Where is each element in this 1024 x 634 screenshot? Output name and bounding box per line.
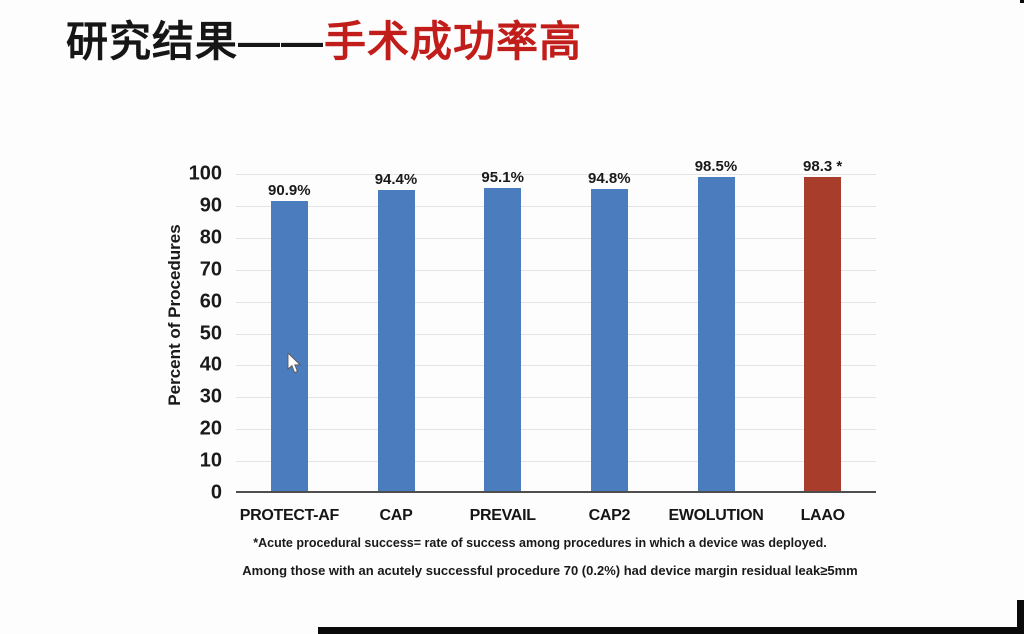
bar-value-label: 98.5% — [694, 157, 738, 175]
gridline — [236, 461, 876, 463]
bar-cap2 — [590, 188, 628, 491]
y-tick-label: 80 — [199, 226, 222, 249]
x-axis-label-protect-af: PROTECT-AF — [239, 507, 340, 524]
y-tick-label: 90 — [199, 194, 222, 217]
x-axis-label-prevail: PREVAIL — [469, 507, 536, 524]
gridline — [236, 397, 876, 399]
slide-title-black: 研究结果—— — [66, 18, 325, 65]
bar-protect-af — [270, 201, 308, 491]
bar-value-label: 94.8% — [588, 169, 631, 187]
footnote-leak: Among those with an acutely successful p… — [242, 563, 858, 578]
bar-value-label: 98.3 * — [803, 158, 843, 176]
slide-title-red: 手术成功率高 — [324, 18, 583, 65]
gridline — [236, 429, 876, 431]
x-axis-labels: PROTECT-AF CAP PREVAIL CAP2 EWOLUTION LAAO — [236, 507, 876, 529]
bottom-video-bar — [318, 627, 1024, 634]
bar-value-label: 90.9% — [268, 182, 311, 200]
y-tick-label: 100 — [188, 162, 222, 185]
plot-area: 90.9% 94.4% 95.1% 94.8% 98.5% 98.3 * — [236, 158, 876, 493]
y-tick-label: 60 — [199, 290, 222, 313]
y-axis-tick-labels: 0 10 20 30 40 50 60 70 80 90 100 — [0, 163, 222, 504]
bar-laao — [804, 177, 842, 491]
gridline — [236, 333, 876, 335]
gridline — [236, 269, 876, 271]
x-axis-label-cap2: CAP2 — [588, 507, 631, 524]
footnote-asterisk: *Acute procedural success= rate of succe… — [253, 536, 827, 550]
y-tick-label: 70 — [199, 258, 222, 281]
slide-title: 研究结果——手术成功率高 — [66, 8, 582, 69]
top-right-video-mark — [1020, 0, 1024, 3]
bar-value-label: 94.4% — [374, 170, 418, 188]
x-axis-label-cap: CAP — [379, 507, 413, 524]
y-tick-label: 40 — [199, 353, 222, 376]
gridline — [236, 205, 876, 207]
y-tick-label: 10 — [199, 449, 222, 472]
gridline — [236, 237, 876, 239]
y-tick-label: 30 — [199, 385, 222, 408]
x-axis-label-ewolution: EWOLUTION — [668, 507, 764, 524]
bar-prevail — [484, 187, 522, 491]
y-tick-label: 0 — [210, 481, 222, 504]
right-edge-video-mark — [1017, 600, 1024, 634]
gridline — [236, 174, 876, 175]
gridline — [236, 301, 876, 303]
mouse-cursor-icon — [287, 353, 301, 374]
bar-cap — [377, 189, 415, 491]
bar-value-label: 95.1% — [481, 168, 524, 186]
bar-ewolution — [697, 176, 735, 491]
y-tick-label: 20 — [199, 417, 222, 440]
x-axis-label-laao: LAAO — [800, 507, 845, 524]
gridline — [236, 365, 876, 367]
y-tick-label: 50 — [199, 322, 222, 344]
